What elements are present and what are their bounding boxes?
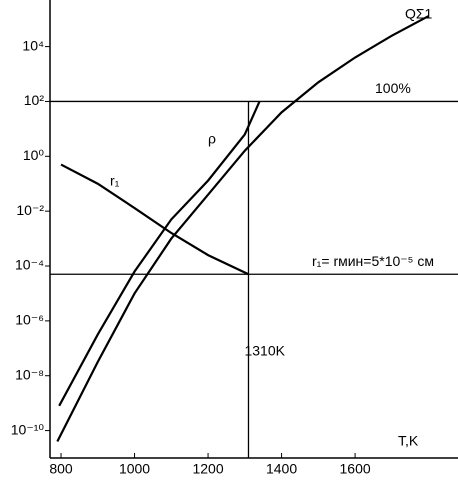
reference-label: 1310K [244,343,285,359]
y-tick-label: 10⁰ [23,147,45,163]
x-tick-label: 1000 [119,461,150,477]
x-axis-label: T,K [398,433,419,449]
series-line [56,15,430,442]
x-tick-label: 1600 [340,461,371,477]
series-label: QΣ1 [405,6,433,22]
series-line [60,163,249,276]
y-tick-label: 10⁻⁴ [15,257,44,273]
y-tick-label: 10⁴ [22,37,44,53]
reference-label: r₁= rмин=5*10⁻⁵ см [312,253,434,269]
x-tick-label: 1400 [266,461,297,477]
series-label: ρ [208,131,216,147]
y-tick-label: 10⁻² [16,202,44,218]
y-tick-label: 10⁻¹⁰ [11,421,45,437]
x-tick-label: 1200 [192,461,223,477]
y-tick-label: 10⁻⁸ [15,366,44,382]
x-tick-label: 800 [49,461,73,477]
series-line [58,101,261,407]
y-tick-label: 10² [24,92,45,108]
series-label: r₁ [110,173,120,189]
y-tick-label: 10⁻⁶ [15,312,44,328]
reference-label: 100% [375,80,411,96]
